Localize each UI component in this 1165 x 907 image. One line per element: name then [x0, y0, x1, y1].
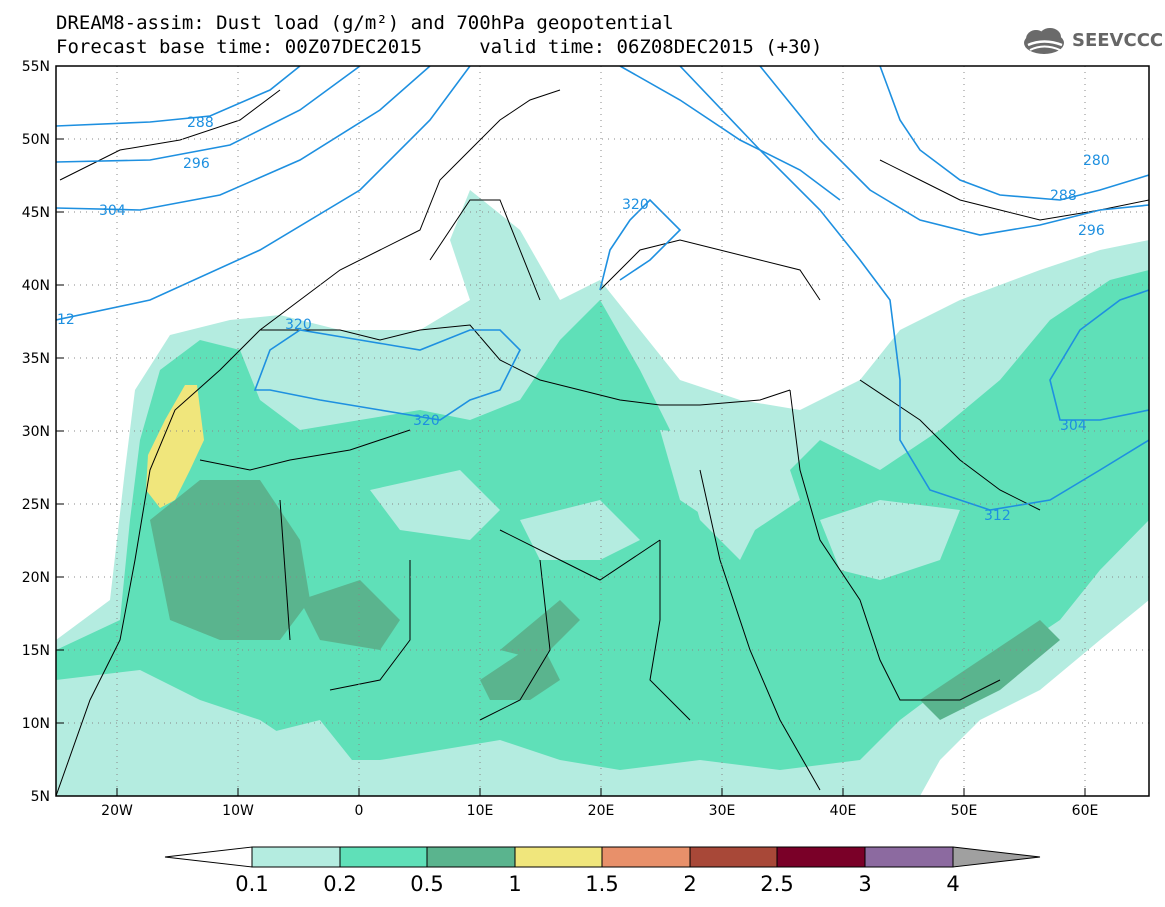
contour-label: 304 [1060, 418, 1087, 434]
lon-label: 60E [1072, 803, 1099, 819]
colorbar-tick-label: 0.5 [410, 872, 444, 896]
lat-label: 55N [22, 59, 50, 75]
colorbar-tick-label: 2 [683, 872, 697, 896]
colorbar-swatch [339, 846, 428, 868]
lon-label: 10W [222, 803, 254, 819]
map-title-line2: Forecast base time: 00Z07DEC2015 valid t… [56, 36, 823, 58]
contour-label: 288 [187, 115, 214, 131]
colorbar-swatch [776, 846, 866, 868]
contour-label: 320 [413, 413, 440, 429]
lon-label: 10E [467, 803, 494, 819]
contour-label: 320 [285, 317, 312, 333]
map-title-line1: DREAM8-assim: Dust load (g/m²) and 700hP… [56, 12, 674, 34]
colorbar [164, 846, 1041, 868]
lat-label: 20N [22, 570, 50, 586]
axis-ticks [56, 138, 1086, 796]
lon-label: 20W [101, 803, 133, 819]
lat-label: 25N [22, 497, 50, 513]
contour-labels: 288 296 304 12 320 320 320 280 288 296 3… [57, 115, 1110, 524]
colorbar-tick-label: 0.1 [235, 872, 269, 896]
colorbar-tick-label: 2.5 [760, 872, 794, 896]
colorbar-swatch [601, 846, 691, 868]
lat-label: 45N [22, 205, 50, 221]
colorbar-low-arrow [164, 846, 253, 868]
colorbar-tick-label: 4 [946, 872, 960, 896]
colorbar-tick-label: 3 [858, 872, 872, 896]
lat-label: 35N [22, 351, 50, 367]
lat-label: 5N [31, 789, 50, 805]
colorbar-swatch [426, 846, 516, 868]
lon-label: 30E [709, 803, 736, 819]
colorbar-swatch [864, 846, 954, 868]
cloud-logo-icon [1024, 28, 1064, 54]
colorbar-tick-label: 1.5 [585, 872, 619, 896]
dust-level-1 [146, 385, 204, 508]
longitude-labels: 20W 10W 0 10E 20E 30E 40E 50E 60E [101, 803, 1098, 819]
colorbar-swatch [514, 846, 603, 868]
lat-label: 10N [22, 716, 50, 732]
lon-label: 50E [951, 803, 978, 819]
geopotential-contours [56, 66, 1149, 511]
dust-field [56, 190, 1149, 796]
contour-label: 12 [57, 312, 75, 328]
contour-label: 312 [984, 508, 1011, 524]
contour-label: 296 [183, 156, 210, 172]
coastlines [56, 89, 1149, 796]
contour-label: 296 [1078, 223, 1105, 239]
logo-text: SEEVCCC [1072, 30, 1164, 51]
lat-label: 50N [22, 132, 50, 148]
lat-label: 40N [22, 278, 50, 294]
dust-level-0.5 [150, 480, 310, 640]
lat-label: 30N [22, 424, 50, 440]
lat-label: 15N [22, 643, 50, 659]
lon-label: 0 [355, 803, 364, 819]
contour-label: 320 [622, 197, 649, 213]
colorbar-swatch [689, 846, 778, 868]
colorbar-tick-label: 1 [508, 872, 522, 896]
colorbar-tick-label: 0.2 [323, 872, 357, 896]
colorbar-swatch [251, 846, 341, 868]
contour-label: 280 [1083, 153, 1110, 169]
gridlines [56, 66, 1149, 796]
lon-label: 20E [588, 803, 615, 819]
latitude-labels: 55N 50N 45N 40N 35N 30N 25N 20N 15N 10N … [22, 59, 50, 805]
colorbar-high-arrow [952, 846, 1041, 868]
contour-label: 288 [1050, 188, 1077, 204]
lon-label: 40E [830, 803, 857, 819]
contour-label: 304 [99, 203, 126, 219]
